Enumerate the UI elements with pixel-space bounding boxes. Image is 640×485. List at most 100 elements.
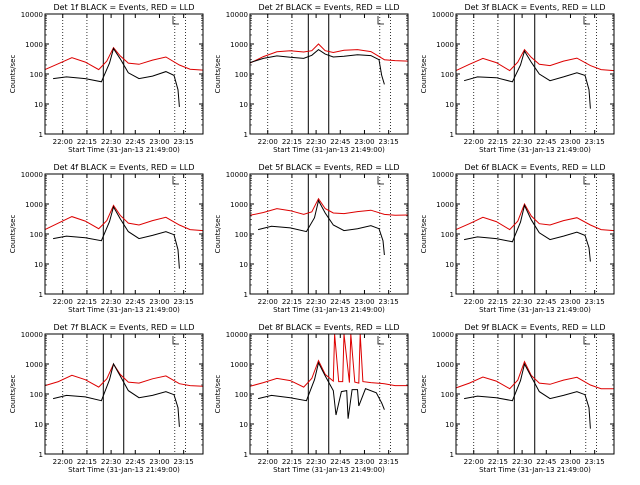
series-line-events [464,362,591,429]
x-tick-label: 23:00 [354,458,374,466]
x-tick-label: 23:15 [585,298,605,306]
y-tick-label: 1000 [25,201,43,209]
x-tick-label: 22:45 [125,458,145,466]
x-tick-label: 22:15 [77,138,97,146]
y-tick-label: 1000 [230,361,248,369]
y-tick-label: 1000 [25,361,43,369]
series-line-lld [455,202,615,232]
y-tick-label: 10 [34,421,43,429]
x-tick-label: 22:15 [488,458,508,466]
panel-title: Det 3f BLACK = Events, RED = LLD [464,3,605,12]
x-tick-label: 22:30 [512,298,532,306]
x-tick-label: 22:00 [53,458,73,466]
y-tick-label: 10000 [21,11,43,19]
x-tick-label: 23:00 [354,298,374,306]
y-tick-label: 1000 [436,201,454,209]
y-tick-label: 10000 [226,11,248,19]
y-tick-label: 10 [239,421,248,429]
series-line-lld [44,46,204,71]
y-axis-label: Counts/sec [214,215,222,254]
series-line-events [53,205,180,269]
y-tick-label: 100 [441,231,454,239]
y-tick-label: 10 [445,101,454,109]
panel-det-7: Det 7f BLACK = Events, RED = LLD 1 10 100 10… [9,323,204,474]
x-tick-label: 23:00 [354,138,374,146]
y-tick-label: 10000 [432,171,454,179]
corner-bracket-mark [377,176,384,185]
x-tick-label: 22:30 [512,138,532,146]
x-tick-label: 22:00 [464,138,484,146]
y-tick-label: 100 [30,71,43,79]
series-line-lld [44,362,204,388]
panel-title: Det 9f BLACK = Events, RED = LLD [464,323,605,332]
y-tick-label: 10 [445,421,454,429]
panel-title: Det 8f BLACK = Events, RED = LLD [258,323,399,332]
panel-title: Det 2f BLACK = Events, RED = LLD [258,3,399,12]
y-axis-label: Counts/sec [9,375,17,414]
panel-det-9: Det 9f BLACK = Events, RED = LLD 1 10 100 10… [420,323,615,474]
y-tick-label: 10000 [226,171,248,179]
series-line-events [249,48,385,85]
y-axis-label: Counts/sec [420,55,428,94]
x-tick-label: 22:45 [536,298,556,306]
corner-bracket-mark [377,16,384,25]
series-line-lld [249,333,408,388]
panel-det-8: Det 8f BLACK = Events, RED = LLD 1 10 100 10… [214,323,409,474]
x-axis-label: Start Time (31-Jan-13 21:49:00) [479,306,591,314]
y-tick-label: 1000 [25,41,43,49]
corner-bracket-mark [583,16,590,25]
x-tick-label: 23:00 [560,458,580,466]
panel-det-6: Det 6f BLACK = Events, RED = LLD 1 10 100 10… [420,163,615,314]
y-tick-label: 10 [239,261,248,269]
x-tick-label: 22:45 [125,298,145,306]
x-tick-label: 22:30 [306,138,326,146]
series-line-lld [455,360,614,390]
y-tick-label: 1000 [436,361,454,369]
x-tick-label: 22:30 [512,458,532,466]
y-tick-label: 10000 [432,331,454,339]
corner-bracket-mark [172,336,179,345]
y-tick-label: 100 [235,71,248,79]
x-axis-label: Start Time (31-Jan-13 21:49:00) [68,306,180,314]
y-axis-label: Counts/sec [9,215,17,254]
x-axis-label: Start Time (31-Jan-13 21:49:00) [273,146,385,154]
corner-bracket-mark [172,16,179,25]
series-line-events [257,199,385,256]
y-tick-label: 100 [30,391,43,399]
y-tick-label: 1000 [436,41,454,49]
series-line-events [463,49,591,109]
y-tick-label: 100 [30,231,43,239]
x-tick-label: 22:00 [53,298,73,306]
y-tick-label: 100 [441,71,454,79]
x-tick-label: 22:00 [258,138,278,146]
series-line-events [53,47,180,107]
y-tick-label: 100 [441,391,454,399]
x-tick-label: 23:15 [174,138,194,146]
x-tick-label: 22:00 [258,458,278,466]
x-tick-label: 22:45 [125,138,145,146]
x-tick-label: 22:30 [101,458,121,466]
x-tick-label: 22:15 [77,458,97,466]
y-axis-label: Counts/sec [420,215,428,254]
y-tick-label: 1 [39,451,43,459]
y-tick-label: 10 [34,261,43,269]
corner-bracket-mark [377,336,384,345]
corner-bracket-mark [172,176,179,185]
series-line-events [52,362,180,427]
series-line-events [464,203,591,262]
x-tick-label: 22:30 [101,298,121,306]
x-axis-label: Start Time (31-Jan-13 21:49:00) [273,306,385,314]
x-axis-label: Start Time (31-Jan-13 21:49:00) [273,466,385,474]
x-tick-label: 22:15 [282,138,302,146]
series-line-lld [249,43,409,64]
x-tick-label: 22:15 [77,298,97,306]
y-tick-label: 10 [239,101,248,109]
corner-bracket-mark [583,336,590,345]
y-tick-label: 100 [235,391,248,399]
x-tick-label: 23:15 [379,138,399,146]
panel-det-3: Det 3f BLACK = Events, RED = LLD 1 10 100 10… [420,3,615,154]
corner-bracket-mark [583,176,590,185]
x-tick-label: 23:00 [560,298,580,306]
y-tick-label: 10000 [226,331,248,339]
